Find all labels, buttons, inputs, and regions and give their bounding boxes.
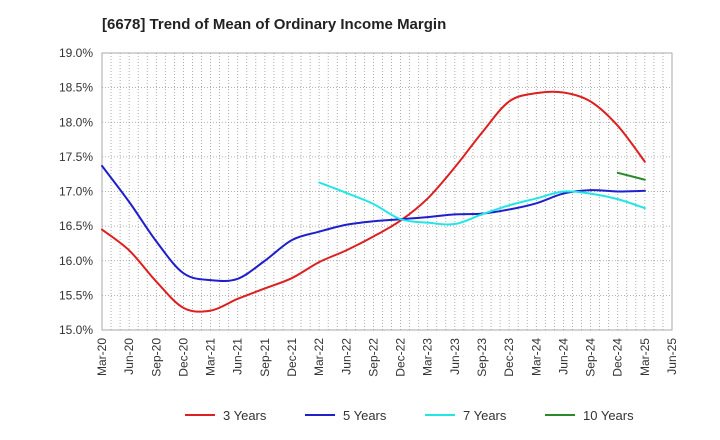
y-tick-label: 17.5% (59, 150, 93, 164)
legend-label-3-years: 3 Years (223, 408, 267, 423)
x-tick-label: Mar-22 (312, 338, 326, 376)
x-tick-label: Mar-24 (529, 338, 543, 376)
y-tick-label: 18.0% (59, 115, 93, 129)
x-tick-label: Dec-23 (502, 338, 516, 377)
x-tick-label: Sep-20 (149, 338, 163, 377)
y-tick-label: 15.0% (59, 323, 93, 337)
x-tick-label: Jun-25 (665, 338, 679, 375)
x-tick-label: Sep-23 (475, 338, 489, 377)
y-tick-label: 17.0% (59, 185, 93, 199)
x-tick-label: Jun-22 (339, 338, 353, 375)
x-tick-label: Dec-24 (611, 338, 625, 377)
legend-label-10-years: 10 Years (583, 408, 634, 423)
x-tick-label: Jun-20 (122, 338, 136, 375)
x-tick-label: Mar-25 (638, 338, 652, 376)
x-tick-label: Sep-24 (584, 338, 598, 377)
x-tick-label: Dec-22 (394, 338, 408, 377)
y-tick-label: 15.5% (59, 288, 93, 302)
series-line-3-years (101, 90, 646, 313)
y-tick-label: 16.5% (59, 219, 93, 233)
legend-label-5-years: 5 Years (343, 408, 387, 423)
x-tick-label: Jun-21 (231, 338, 245, 375)
x-tick-label: Sep-21 (258, 338, 272, 377)
series-line-7-years (318, 181, 646, 226)
x-tick-label: Dec-21 (285, 338, 299, 377)
legend-label-7-years: 7 Years (463, 408, 507, 423)
x-tick-label: Mar-23 (421, 338, 435, 376)
y-tick-label: 18.5% (59, 81, 93, 95)
x-tick-label: Jun-24 (556, 338, 570, 375)
x-tick-label: Mar-20 (95, 338, 109, 376)
y-tick-label: 19.0% (59, 46, 93, 60)
x-tick-label: Sep-22 (366, 338, 380, 377)
series-line-5-years (101, 164, 646, 283)
x-tick-label: Jun-23 (448, 338, 462, 375)
series-line-10-years (616, 171, 646, 181)
chart-title: [6678] Trend of Mean of Ordinary Income … (102, 16, 447, 33)
x-tick-label: Dec-20 (176, 338, 190, 377)
y-tick-label: 16.0% (59, 254, 93, 268)
x-tick-label: Mar-21 (204, 338, 218, 376)
